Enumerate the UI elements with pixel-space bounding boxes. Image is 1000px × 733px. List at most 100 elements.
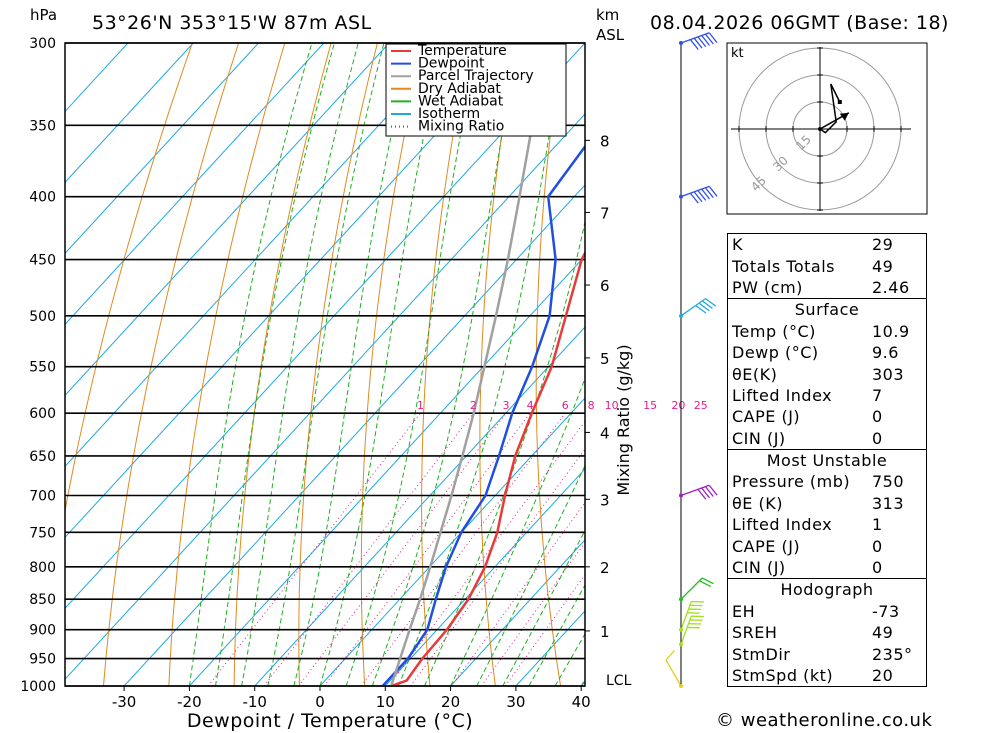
surface-theta-value: 303 xyxy=(872,364,905,384)
legend-label: Dry Adiabat xyxy=(418,81,501,97)
wind-barb-staff xyxy=(680,298,706,317)
isotherm-line xyxy=(123,184,585,686)
k-label: K xyxy=(732,235,743,255)
wind-barb-flag xyxy=(704,33,714,45)
mixing-ratio-label: 10 xyxy=(605,399,619,412)
stmspd-value: 20 xyxy=(872,666,894,685)
wet-adiabat-line xyxy=(293,43,413,686)
wind-barb-flag xyxy=(705,298,717,307)
mixing-ratio-label: 4 xyxy=(527,399,534,412)
dry-adiabat-line xyxy=(644,43,692,686)
mixing-ratio-line xyxy=(207,412,421,686)
isotherm-line xyxy=(65,43,325,326)
x-tick-label: -30 xyxy=(112,693,137,711)
dry-adiabat-line xyxy=(535,43,563,686)
mu-theta-value: 313 xyxy=(872,493,905,513)
wind-barb-flag xyxy=(701,577,714,585)
pressure-tick-label: 300 xyxy=(29,36,56,52)
wet-adiabat-line xyxy=(424,219,585,686)
pressure-tick-label: 1000 xyxy=(20,679,56,695)
mu-cape-label: CAPE (J) xyxy=(732,536,801,556)
tt-value: 49 xyxy=(872,256,894,276)
km-unit-label: km xyxy=(596,6,619,24)
wind-barb-flag xyxy=(689,39,699,50)
wind-barb xyxy=(679,600,704,632)
dry-adiabat-line xyxy=(421,43,471,686)
wind-barb-flag xyxy=(689,192,699,204)
pressure-tick-label: 550 xyxy=(29,360,56,376)
wind-barb xyxy=(679,577,714,602)
pressure-tick-label: 650 xyxy=(29,449,56,465)
pressure-tick-label: 400 xyxy=(29,190,56,206)
isotherm-line xyxy=(65,113,585,680)
wind-barb-flag xyxy=(704,187,714,199)
dry-adiabat-line xyxy=(360,43,425,686)
sreh-value: 49 xyxy=(872,623,894,643)
isotherm-line xyxy=(450,539,585,686)
wet-adiabat-line xyxy=(476,464,585,686)
x-tick-label: 10 xyxy=(376,693,395,711)
isotherm-line xyxy=(65,43,390,397)
pressure-tick-label: 700 xyxy=(29,489,56,505)
dry-adiabat-line xyxy=(933,43,1000,686)
x-tick-label: 0 xyxy=(315,693,325,711)
wind-barb-flag xyxy=(708,32,718,44)
mu-pressure-value: 750 xyxy=(872,472,905,492)
wet-adiabat-line xyxy=(502,529,585,686)
km-tick-label: 6 xyxy=(600,277,610,295)
pw-value: 2.46 xyxy=(872,277,910,297)
wind-barb-staff xyxy=(680,577,703,600)
x-tick-label: 20 xyxy=(441,693,460,711)
mixing-ratio-label: 2 xyxy=(470,399,477,412)
wind-barb-flag xyxy=(697,488,707,500)
mu-cin-value: 0 xyxy=(872,558,883,578)
mixing-ratio-label: 15 xyxy=(643,399,657,412)
isotherm-line xyxy=(65,43,455,468)
wind-barb xyxy=(679,298,717,318)
km-tick-label: 8 xyxy=(600,132,610,150)
mixing-ratio-label: 6 xyxy=(562,399,569,412)
pressure-tick-label: 450 xyxy=(29,253,56,269)
dry-adiabat-line xyxy=(168,43,286,686)
mixing-ratio-line xyxy=(388,420,585,686)
isotherm-line xyxy=(65,43,521,539)
isotherm-line xyxy=(65,43,194,184)
stmdir-value: 235° xyxy=(872,644,913,664)
surface-dewp-value: 9.6 xyxy=(872,343,899,363)
mixing-ratio-label: 1 xyxy=(417,399,424,412)
mu-pressure-label: Pressure (mb) xyxy=(732,472,851,492)
mixing-ratio-line xyxy=(504,573,585,686)
surface-cin-value: 0 xyxy=(872,428,883,448)
stmdir-label: StmDir xyxy=(732,644,791,664)
eh-label: EH xyxy=(732,601,756,621)
wind-barb-staff xyxy=(680,484,710,497)
legend-label: Mixing Ratio xyxy=(418,119,504,135)
surface-cape-label: CAPE (J) xyxy=(732,407,801,427)
x-tick-label: 30 xyxy=(506,693,525,711)
wind-barb-flag xyxy=(693,191,703,203)
x-axis-title: Dewpoint / Temperature (°C) xyxy=(187,710,473,732)
dry-adiabat-line xyxy=(103,43,240,686)
copyright-footer[interactable]: © weatheronline.co.uk xyxy=(716,710,933,731)
wind-barb-staff xyxy=(680,185,710,198)
km-tick-label: 5 xyxy=(600,350,610,368)
eh-value: -73 xyxy=(872,601,900,621)
wind-barb-staff xyxy=(665,659,682,687)
legend-label: Isotherm xyxy=(418,106,480,122)
mixing-ratio-axis-title: Mixing Ratio (g/kg) xyxy=(614,344,633,495)
wind-barb-flag xyxy=(665,650,675,661)
tt-label: Totals Totals xyxy=(732,256,835,276)
pressure-tick-label: 900 xyxy=(29,623,56,639)
mixing-ratio-label: 8 xyxy=(588,399,595,412)
series-line-parcel-trajectory xyxy=(390,43,549,686)
datetime-title: 08.04.2026 06GMT (Base: 18) xyxy=(650,12,949,34)
km-tick-label: 1 xyxy=(600,623,610,641)
hodograph-unit-label: kt xyxy=(731,46,744,61)
mixing-ratio-line xyxy=(360,412,566,686)
series-line-temperature xyxy=(390,250,585,686)
legend-label: Dewpoint xyxy=(418,56,485,72)
surface-cin-label: CIN (J) xyxy=(732,428,786,448)
mu-li-value: 1 xyxy=(872,515,883,535)
wind-barb-flag xyxy=(693,37,703,49)
